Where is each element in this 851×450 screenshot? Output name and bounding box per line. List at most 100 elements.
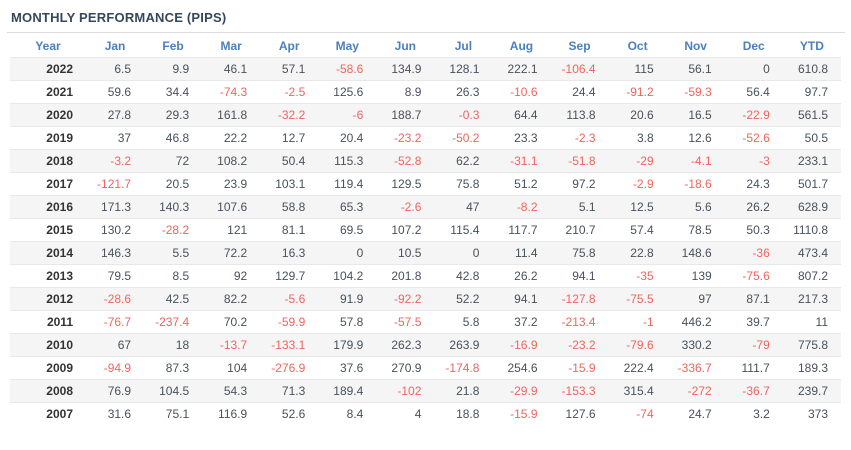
value-cell: 24.3 — [724, 172, 783, 196]
value-cell: 6.5 — [86, 57, 145, 81]
value-cell: 239.7 — [782, 379, 841, 403]
value-cell: 26.2 — [724, 195, 783, 219]
table-row-2022: 2022 6.5 9.9 46.1 57.1 -58.6 134.9 128.1 222.1 -1… — [10, 57, 841, 81]
value-cell: -8.2 — [492, 195, 551, 219]
value-cell: 473.4 — [782, 241, 841, 265]
value-cell: 81.1 — [260, 218, 319, 242]
value-cell: 94.1 — [550, 264, 609, 288]
value-cell: 34.4 — [144, 80, 203, 104]
year-cell: 2015 — [10, 218, 86, 242]
value-cell: 46.1 — [202, 57, 261, 81]
value-cell: -15.9 — [492, 402, 551, 425]
value-cell: -13.7 — [202, 333, 261, 357]
value-cell: 146.3 — [86, 241, 145, 265]
value-cell: 115 — [608, 57, 667, 81]
value-cell: 139 — [666, 264, 725, 288]
value-cell: 315.4 — [608, 379, 667, 403]
year-cell: 2007 — [10, 402, 86, 425]
value-cell: -23.2 — [550, 333, 609, 357]
value-cell: -59.9 — [260, 310, 319, 334]
value-cell: 113.8 — [550, 103, 609, 127]
value-cell: 37.6 — [318, 356, 377, 380]
value-cell: 5.8 — [434, 310, 493, 334]
value-cell: 270.9 — [376, 356, 435, 380]
year-cell: 2009 — [10, 356, 86, 380]
column-header-nov: Nov — [666, 35, 725, 58]
value-cell: 50.5 — [782, 126, 841, 150]
value-cell: 189.3 — [782, 356, 841, 380]
table-row-2019: 2019 37 46.8 22.2 12.7 20.4 -23.2 -50.2 23.3 -2.3… — [10, 126, 841, 150]
value-cell: -106.4 — [550, 57, 609, 81]
value-cell: 20.4 — [318, 126, 377, 150]
year-cell: 2014 — [10, 241, 86, 265]
value-cell: 610.8 — [782, 57, 841, 81]
value-cell: 115.3 — [318, 149, 377, 173]
value-cell: 57.4 — [608, 218, 667, 242]
value-cell: 10.5 — [376, 241, 435, 265]
value-cell: 104.2 — [318, 264, 377, 288]
value-cell: -50.2 — [434, 126, 493, 150]
value-cell: 54.3 — [202, 379, 261, 403]
column-header-jun: Jun — [376, 35, 435, 58]
value-cell: 23.9 — [202, 172, 261, 196]
year-cell: 2017 — [10, 172, 86, 196]
value-cell: 11 — [782, 310, 841, 334]
table-row-2008: 2008 76.9 104.5 54.3 71.3 189.4 -102 21.8 -29.9-… — [10, 379, 841, 403]
value-cell: 79.5 — [86, 264, 145, 288]
value-cell: 78.5 — [666, 218, 725, 242]
value-cell: -35 — [608, 264, 667, 288]
value-cell: 128.1 — [434, 57, 493, 81]
table-row-2018: 2018 -3.2 72 108.2 50.4 115.3 -52.8 62.2 -31.1 -5… — [10, 149, 841, 173]
value-cell: 8.5 — [144, 264, 203, 288]
value-cell: 262.3 — [376, 333, 435, 357]
value-cell: 222.4 — [608, 356, 667, 380]
value-cell: 51.2 — [492, 172, 551, 196]
value-cell: 11.4 — [492, 241, 551, 265]
value-cell: 222.1 — [492, 57, 551, 81]
value-cell: 171.3 — [86, 195, 145, 219]
value-cell: 58.8 — [260, 195, 319, 219]
value-cell: -153.3 — [550, 379, 609, 403]
value-cell: -75.6 — [724, 264, 783, 288]
table-row-2015: 2015 130.2 -28.2 121 81.1 69.5 107.2 115.4 117.7… — [10, 218, 841, 242]
table-row-2011: 2011 -76.7 -237.4 70.2 -59.9 57.8 -57.5 5.8 37.2… — [10, 310, 841, 334]
column-header-jan: Jan — [86, 35, 145, 58]
year-cell: 2019 — [10, 126, 86, 150]
value-cell: 47 — [434, 195, 493, 219]
value-cell: 57.8 — [318, 310, 377, 334]
value-cell: 121 — [202, 218, 261, 242]
value-cell: 16.5 — [666, 103, 725, 127]
value-cell: 16.3 — [260, 241, 319, 265]
value-cell: 75.8 — [434, 172, 493, 196]
value-cell: -76.7 — [86, 310, 145, 334]
column-header-year: Year — [10, 35, 86, 58]
value-cell: 46.8 — [144, 126, 203, 150]
table-row-2014: 2014 146.3 5.5 72.2 16.3 0 10.5 0 11.4 75.8 22.8 14… — [10, 241, 841, 265]
value-cell: 0 — [724, 57, 783, 81]
value-cell: 52.6 — [260, 402, 319, 425]
value-cell: 97.7 — [782, 80, 841, 104]
value-cell: -32.2 — [260, 103, 319, 127]
value-cell: 108.2 — [202, 149, 261, 173]
value-cell: 94.1 — [492, 287, 551, 311]
value-cell: -6 — [318, 103, 377, 127]
value-cell: 12.6 — [666, 126, 725, 150]
value-cell: 501.7 — [782, 172, 841, 196]
value-cell: -28.6 — [86, 287, 145, 311]
column-header-may: May — [318, 35, 377, 58]
value-cell: -15.9 — [550, 356, 609, 380]
value-cell: 5.5 — [144, 241, 203, 265]
value-cell: 57.1 — [260, 57, 319, 81]
value-cell: 201.8 — [376, 264, 435, 288]
value-cell: -29 — [608, 149, 667, 173]
year-cell: 2022 — [10, 57, 86, 81]
value-cell: -102 — [376, 379, 435, 403]
value-cell: -2.5 — [260, 80, 319, 104]
value-cell: -133.1 — [260, 333, 319, 357]
column-header-apr: Apr — [260, 35, 319, 58]
value-cell: 254.6 — [492, 356, 551, 380]
value-cell: 37.2 — [492, 310, 551, 334]
value-cell: 1110.8 — [782, 218, 841, 242]
value-cell: 20.5 — [144, 172, 203, 196]
value-cell: 82.2 — [202, 287, 261, 311]
